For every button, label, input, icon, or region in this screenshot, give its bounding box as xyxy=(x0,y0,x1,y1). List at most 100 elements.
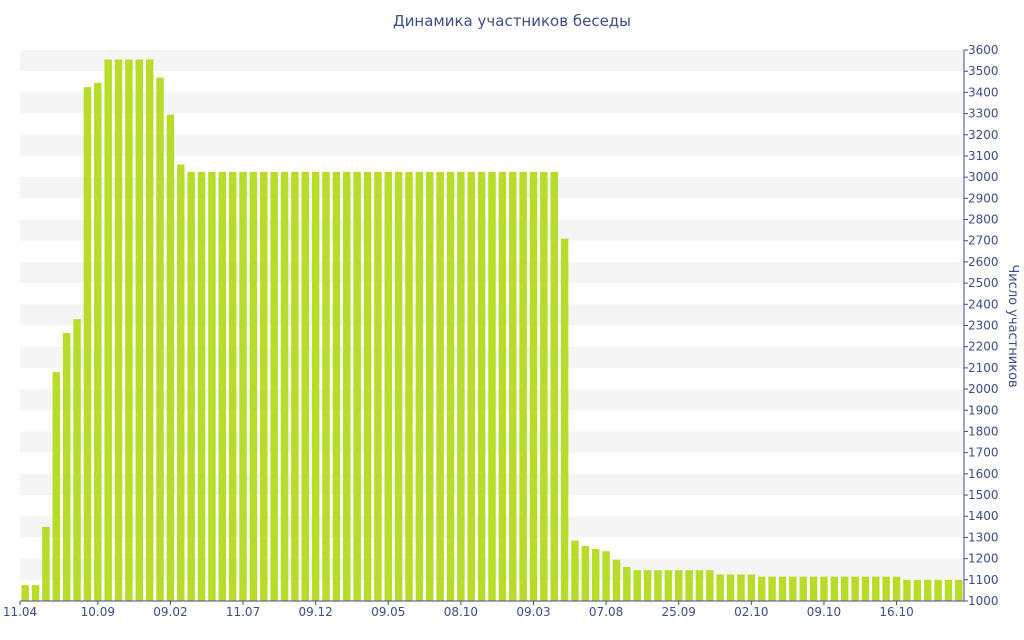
bar[interactable] xyxy=(737,574,745,601)
bar[interactable] xyxy=(62,332,71,601)
bar[interactable] xyxy=(851,576,859,601)
bar[interactable] xyxy=(343,171,351,601)
bar[interactable] xyxy=(509,171,517,601)
bar[interactable] xyxy=(643,570,652,601)
bar[interactable] xyxy=(519,171,527,601)
bar[interactable] xyxy=(488,171,496,601)
y-tick-label: 2600 xyxy=(968,255,999,269)
x-tick-label: 08.10 xyxy=(444,605,478,619)
x-tick-label: 09.10 xyxy=(807,605,841,619)
bar[interactable] xyxy=(42,526,50,601)
x-axis-ticks: 11.04 10.09 09.02 11.07 09.12 09.05 08.10 09.03… xyxy=(3,601,914,619)
bar[interactable] xyxy=(799,576,807,601)
bar[interactable] xyxy=(944,579,953,601)
bar[interactable] xyxy=(560,238,569,601)
bar[interactable] xyxy=(197,171,206,601)
bar[interactable] xyxy=(612,559,621,601)
bar[interactable] xyxy=(654,570,662,601)
bar[interactable] xyxy=(436,171,444,601)
bar[interactable] xyxy=(446,171,455,601)
bar[interactable] xyxy=(270,171,278,601)
bar[interactable] xyxy=(716,574,724,601)
bar[interactable] xyxy=(623,567,631,601)
bar[interactable] xyxy=(892,576,901,601)
bar[interactable] xyxy=(934,579,942,601)
bar[interactable] xyxy=(187,171,195,601)
bar[interactable] xyxy=(529,171,538,601)
bar[interactable] xyxy=(674,570,683,601)
bar[interactable] xyxy=(332,171,341,601)
bar[interactable] xyxy=(581,545,590,601)
bar[interactable] xyxy=(208,171,216,601)
bar[interactable] xyxy=(685,570,693,601)
bar[interactable] xyxy=(166,114,175,601)
y-tick-label: 3300 xyxy=(968,107,999,121)
bar[interactable] xyxy=(602,551,610,601)
y-tick-label: 2800 xyxy=(968,213,999,227)
bar[interactable] xyxy=(218,171,227,601)
bar[interactable] xyxy=(498,171,507,601)
bar[interactable] xyxy=(104,59,112,601)
bar[interactable] xyxy=(322,171,330,601)
bar[interactable] xyxy=(94,82,102,601)
bar[interactable] xyxy=(280,171,289,601)
bar[interactable] xyxy=(861,576,870,601)
bar[interactable] xyxy=(52,372,61,601)
bar[interactable] xyxy=(840,576,849,601)
bar[interactable] xyxy=(363,171,372,601)
bar[interactable] xyxy=(426,171,434,601)
y-tick-label: 2700 xyxy=(968,234,999,248)
bar[interactable] xyxy=(830,576,839,601)
bar[interactable] xyxy=(913,579,922,601)
bar[interactable] xyxy=(31,585,40,601)
bar[interactable] xyxy=(633,570,641,601)
bar[interactable] xyxy=(768,576,776,601)
bar[interactable] xyxy=(820,576,828,601)
bar[interactable] xyxy=(135,59,144,601)
bar[interactable] xyxy=(291,171,299,601)
bar[interactable] xyxy=(550,171,558,601)
bar[interactable] xyxy=(467,171,475,601)
bar[interactable] xyxy=(540,171,548,601)
bar[interactable] xyxy=(695,570,704,601)
bar[interactable] xyxy=(955,579,963,601)
bar[interactable] xyxy=(145,59,154,601)
bar[interactable] xyxy=(311,171,320,601)
bar[interactable] xyxy=(177,164,185,601)
bar[interactable] xyxy=(260,171,268,601)
bar[interactable] xyxy=(778,576,787,601)
bar[interactable] xyxy=(301,171,310,601)
bar[interactable] xyxy=(405,171,413,601)
bar[interactable] xyxy=(374,171,382,601)
bar[interactable] xyxy=(353,171,361,601)
bar[interactable] xyxy=(394,171,403,601)
bar[interactable] xyxy=(457,171,465,601)
bar[interactable] xyxy=(249,171,258,601)
bar[interactable] xyxy=(592,549,600,601)
bar[interactable] xyxy=(114,59,123,601)
bar[interactable] xyxy=(664,570,673,601)
bar[interactable] xyxy=(477,171,486,601)
bar[interactable] xyxy=(21,585,29,601)
bar[interactable] xyxy=(384,171,392,601)
bar[interactable] xyxy=(415,171,424,601)
bar[interactable] xyxy=(156,77,164,602)
bar[interactable] xyxy=(706,570,714,601)
bar[interactable] xyxy=(239,171,247,601)
bar[interactable] xyxy=(83,87,92,601)
bar[interactable] xyxy=(726,574,735,601)
bar[interactable] xyxy=(872,576,880,601)
bar[interactable] xyxy=(757,576,766,601)
bar[interactable] xyxy=(903,579,911,601)
bar[interactable] xyxy=(809,576,818,601)
bar[interactable] xyxy=(789,576,797,601)
bar[interactable] xyxy=(923,579,932,601)
bar[interactable] xyxy=(882,576,890,601)
bar[interactable] xyxy=(571,540,579,601)
bar[interactable] xyxy=(228,171,237,601)
bar[interactable] xyxy=(73,319,81,601)
y-axis-ticks: 1000 1100 1200 1300 1400 1500 1600 1700 1800 1900… xyxy=(964,43,999,608)
chart-title: Динамика участников беседы xyxy=(392,12,632,30)
bar[interactable] xyxy=(747,574,756,601)
bar[interactable] xyxy=(125,59,133,601)
